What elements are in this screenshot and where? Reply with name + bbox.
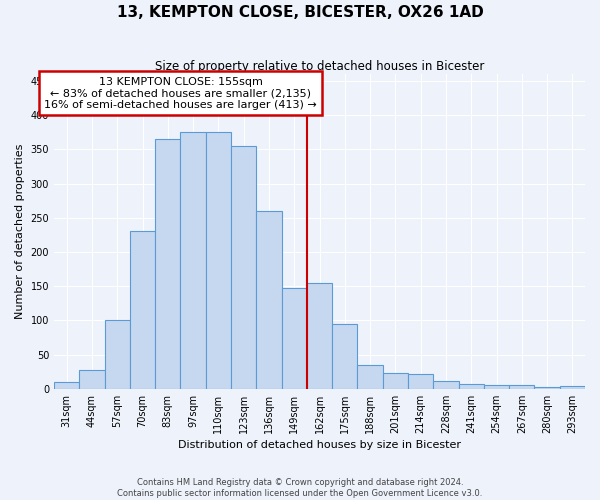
Bar bbox=[433, 380, 458, 389]
Bar bbox=[332, 324, 358, 389]
Bar bbox=[560, 386, 585, 389]
Text: Contains HM Land Registry data © Crown copyright and database right 2024.
Contai: Contains HM Land Registry data © Crown c… bbox=[118, 478, 482, 498]
Bar bbox=[281, 288, 307, 389]
Bar bbox=[458, 384, 484, 389]
Bar bbox=[104, 320, 130, 389]
Bar bbox=[358, 365, 383, 389]
Bar bbox=[231, 146, 256, 389]
Y-axis label: Number of detached properties: Number of detached properties bbox=[15, 144, 25, 319]
Bar bbox=[484, 386, 509, 389]
Bar bbox=[383, 373, 408, 389]
Bar bbox=[206, 132, 231, 389]
Bar bbox=[408, 374, 433, 389]
Bar bbox=[256, 211, 281, 389]
Text: 13 KEMPTON CLOSE: 155sqm
← 83% of detached houses are smaller (2,135)
16% of sem: 13 KEMPTON CLOSE: 155sqm ← 83% of detach… bbox=[44, 76, 317, 110]
Bar bbox=[307, 283, 332, 389]
Bar bbox=[535, 388, 560, 389]
Bar bbox=[54, 382, 79, 389]
Bar bbox=[509, 386, 535, 389]
Text: 13, KEMPTON CLOSE, BICESTER, OX26 1AD: 13, KEMPTON CLOSE, BICESTER, OX26 1AD bbox=[116, 5, 484, 20]
Bar bbox=[130, 232, 155, 389]
Title: Size of property relative to detached houses in Bicester: Size of property relative to detached ho… bbox=[155, 60, 484, 73]
Bar bbox=[181, 132, 206, 389]
Bar bbox=[155, 139, 181, 389]
Bar bbox=[79, 370, 104, 389]
X-axis label: Distribution of detached houses by size in Bicester: Distribution of detached houses by size … bbox=[178, 440, 461, 450]
